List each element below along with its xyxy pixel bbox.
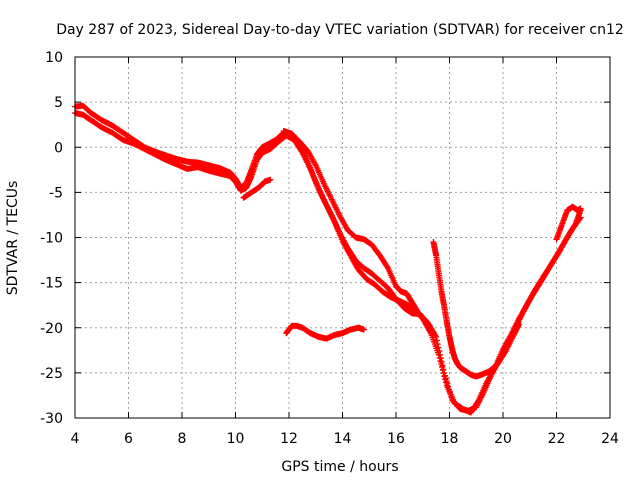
x-tick-labels: 4 6 8 10 12 14 16 18 20 22 24	[71, 431, 619, 447]
y-tick-label: -20	[40, 321, 63, 337]
series-main-track-b	[72, 110, 584, 416]
series-markers	[430, 239, 522, 380]
y-tick-label: 10	[45, 50, 63, 66]
y-tick-label: -5	[49, 185, 63, 201]
x-tick-label: 12	[280, 431, 298, 447]
series-markers	[240, 176, 274, 201]
series-right-top	[553, 203, 584, 243]
x-axis-label: GPS time / hours	[281, 459, 398, 475]
series-upper-branch	[280, 128, 421, 315]
y-tick-label: 5	[54, 95, 63, 111]
data-points	[72, 102, 584, 416]
x-tick-label: 14	[334, 431, 352, 447]
y-tick-label: -25	[40, 366, 63, 382]
x-tick-label: 4	[71, 431, 80, 447]
series-isolated-segment	[283, 322, 367, 342]
y-tick-labels: 10 5 0 -5 -10 -15 -20 -25 -30	[40, 50, 63, 427]
series-steep-branch	[430, 239, 522, 380]
axis-ticks	[74, 56, 611, 419]
y-tick-label: 0	[54, 140, 63, 156]
x-tick-label: 10	[227, 431, 245, 447]
x-tick-label: 22	[548, 431, 566, 447]
x-tick-label: 8	[178, 431, 187, 447]
series-markers	[283, 322, 367, 342]
y-tick-label: -30	[40, 411, 63, 427]
x-tick-label: 6	[124, 431, 133, 447]
chart-title: Day 287 of 2023, Sidereal Day-to-day VTE…	[56, 22, 624, 38]
series-markers	[553, 203, 584, 243]
x-tick-label: 16	[387, 431, 405, 447]
series-left-cluster	[240, 176, 274, 201]
x-tick-label: 24	[601, 431, 619, 447]
y-tick-label: -10	[40, 231, 63, 247]
y-axis-label: SDTVAR / TECUs	[5, 181, 21, 296]
x-tick-label: 18	[441, 431, 459, 447]
series-markers	[280, 128, 421, 315]
x-tick-label: 20	[494, 431, 512, 447]
series-markers	[72, 110, 584, 416]
y-tick-label: -15	[40, 276, 63, 292]
